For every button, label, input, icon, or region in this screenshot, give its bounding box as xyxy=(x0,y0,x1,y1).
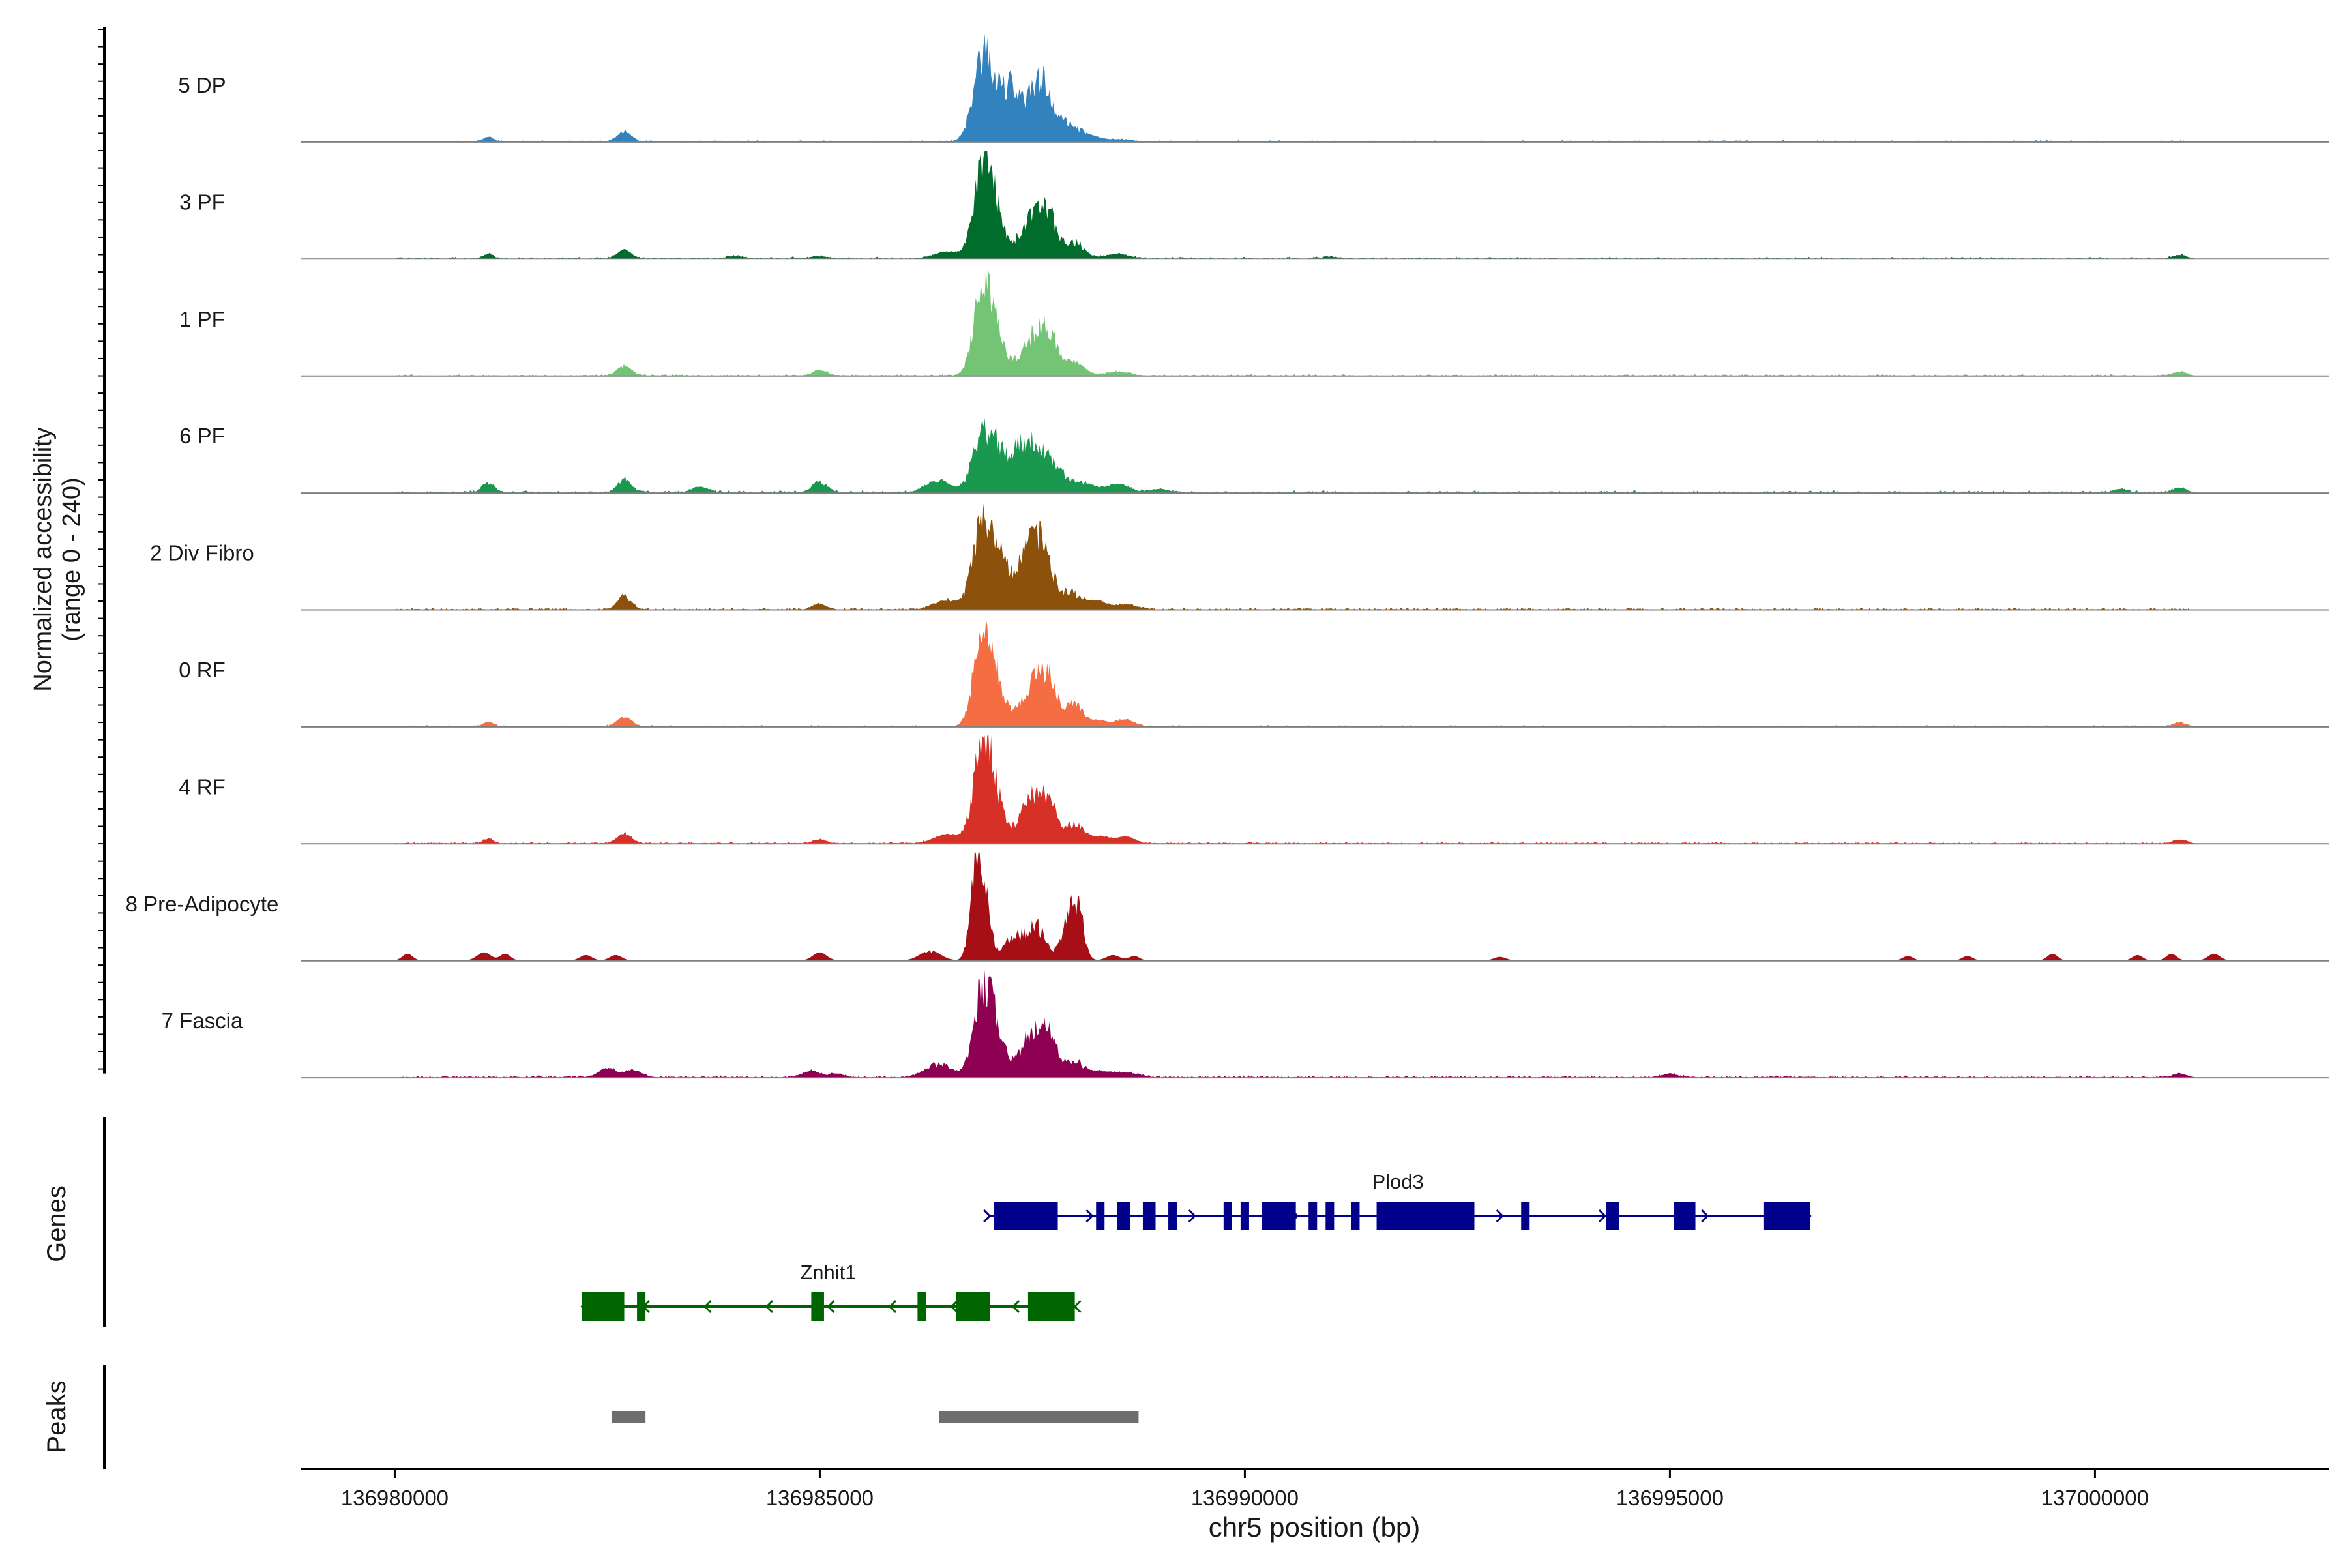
genes-section-label: Genes xyxy=(42,1185,71,1262)
strand-arrow xyxy=(765,1299,773,1314)
y-axis-label: Normalized accessibility (range 0 - 240) xyxy=(29,427,85,691)
track-label: 3 PF xyxy=(179,190,225,214)
x-axis-label: chr5 position (bp) xyxy=(1209,1512,1421,1543)
track-label: 6 PF xyxy=(179,424,225,448)
strand-arrow xyxy=(1011,1299,1020,1314)
strand-arrow xyxy=(703,1299,712,1314)
strand-arrow xyxy=(1188,1209,1196,1223)
y-axis-label-line1: Normalized accessibility xyxy=(29,427,57,691)
x-tick-label: 136980000 xyxy=(341,1486,449,1510)
exon xyxy=(1240,1202,1249,1230)
exon xyxy=(1351,1202,1360,1230)
track-label: 2 Div Fibro xyxy=(150,541,254,565)
exon xyxy=(1168,1202,1177,1230)
track-4-rf: 4 RF xyxy=(179,735,2329,845)
strand-arrow xyxy=(983,1209,992,1223)
track-8-pre-adipocyte: 8 Pre-Adipocyte xyxy=(126,852,2329,962)
exon xyxy=(1096,1202,1105,1230)
exon xyxy=(1763,1202,1810,1230)
peaks-section-label: Peaks xyxy=(42,1380,71,1453)
exon xyxy=(1325,1202,1335,1230)
exon xyxy=(917,1292,926,1321)
exon xyxy=(1376,1202,1475,1230)
track-0-rf: 0 RF xyxy=(179,619,2329,728)
accessibility-tracks: 5 DP 3 PF 1 PF 6 PF 2 Div Fibro 0 RF 4 RF 8 Pre… xyxy=(126,34,2329,1079)
strand-arrow xyxy=(1598,1209,1607,1223)
exon xyxy=(994,1202,1058,1230)
track-label: 0 RF xyxy=(179,658,226,682)
track-label: 7 Fascia xyxy=(162,1009,243,1033)
track-label: 5 DP xyxy=(178,73,226,97)
exon xyxy=(1262,1202,1296,1230)
gene-plod3: Plod3 xyxy=(983,1170,1812,1230)
exon xyxy=(1606,1202,1619,1230)
track-3-pf: 3 PF xyxy=(179,151,2329,260)
track-label: 4 RF xyxy=(179,775,226,799)
exon xyxy=(1027,1292,1075,1321)
x-tick-label: 136995000 xyxy=(1616,1486,1724,1510)
strand-arrow xyxy=(1701,1209,1709,1223)
strand-arrow xyxy=(888,1299,897,1314)
peak-regions-track xyxy=(611,1411,1139,1423)
strand-arrow xyxy=(827,1299,835,1314)
exon xyxy=(1521,1202,1530,1230)
strand-arrow xyxy=(1085,1209,1094,1223)
exon xyxy=(582,1292,625,1321)
x-tick-label: 137000000 xyxy=(2041,1486,2149,1510)
track-1-pf: 1 PF xyxy=(179,267,2329,377)
exon xyxy=(1308,1202,1318,1230)
exon xyxy=(811,1292,824,1321)
strand-arrow xyxy=(950,1299,958,1314)
exon xyxy=(637,1292,646,1321)
exon xyxy=(1117,1202,1130,1230)
peak-region xyxy=(611,1411,646,1423)
gene-label: Plod3 xyxy=(1372,1170,1423,1193)
track-label: 1 PF xyxy=(179,307,225,331)
track-6-pf: 6 PF xyxy=(179,418,2329,494)
exon xyxy=(1674,1202,1696,1230)
strand-arrow xyxy=(1496,1209,1504,1223)
gene-label: Znhit1 xyxy=(800,1261,856,1284)
x-tick-label: 136990000 xyxy=(1191,1486,1299,1510)
track-label: 8 Pre-Adipocyte xyxy=(126,892,279,916)
exon xyxy=(1223,1202,1232,1230)
track-5-dp: 5 DP xyxy=(178,34,2329,143)
peak-region xyxy=(938,1411,1139,1423)
gene-znhit1: Znhit1 xyxy=(580,1261,1082,1321)
track-2-div-fibro: 2 Div Fibro xyxy=(150,503,2329,611)
track-7-fascia: 7 Fascia xyxy=(162,969,2329,1079)
exon xyxy=(1142,1202,1156,1230)
gene-annotation-track: Plod3 Znhit1 xyxy=(580,1170,1812,1321)
x-tick-label: 136985000 xyxy=(766,1486,874,1510)
exon xyxy=(956,1292,990,1321)
axes: 136980000 136985000 136990000 136995000 1370… xyxy=(98,27,2329,1510)
y-axis-label-line2: (range 0 - 240) xyxy=(58,477,85,641)
